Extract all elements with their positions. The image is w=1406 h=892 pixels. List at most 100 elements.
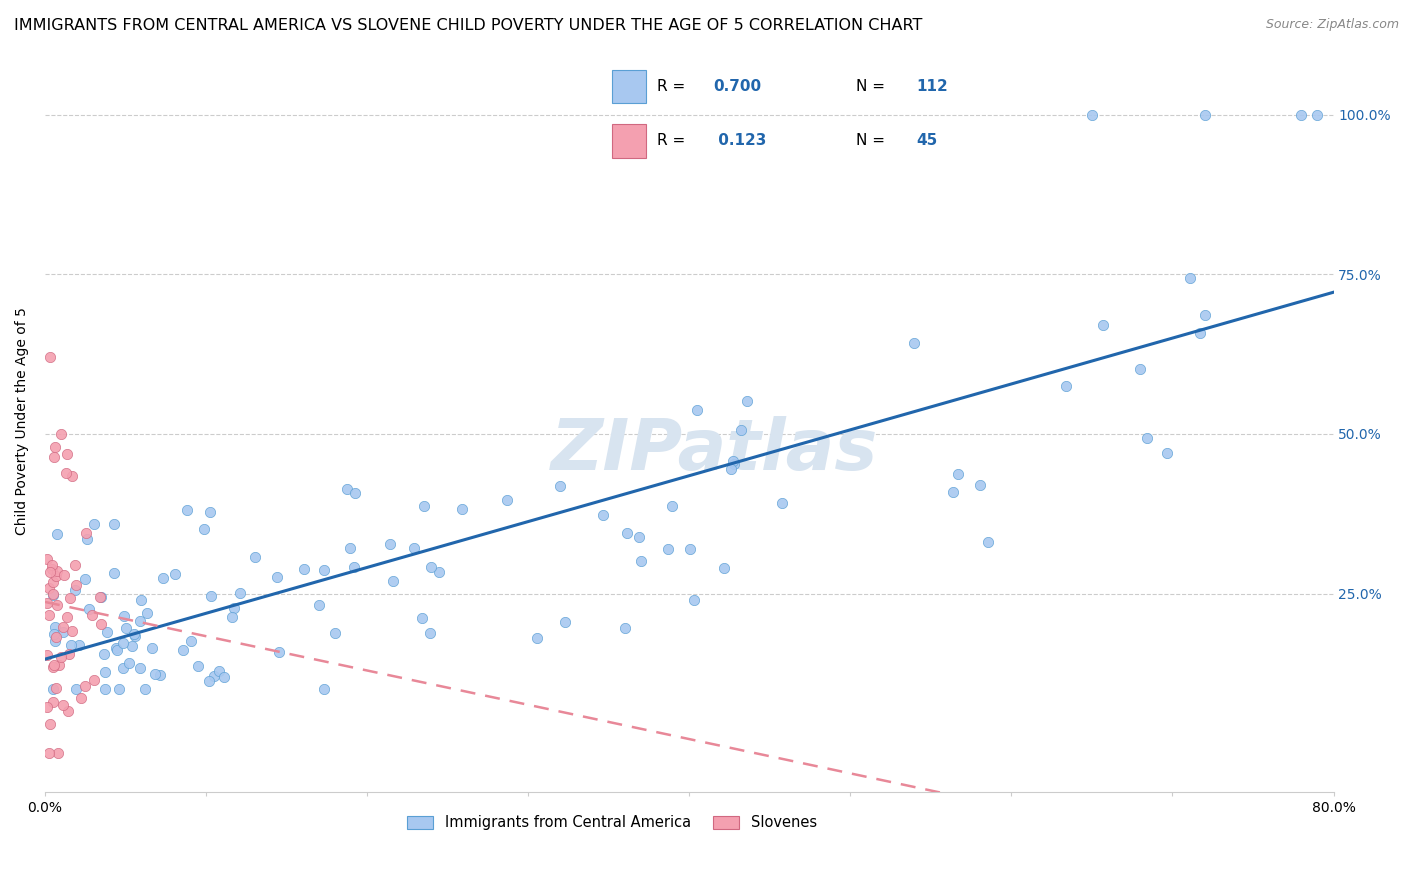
Point [1306,107,1329,121]
Point [42,575,65,590]
Point [94,682,117,697]
Point [1156,445,1178,459]
Point [129,593,152,607]
Point [730,423,752,437]
Point [323,626,346,640]
Point [42,660,65,674]
Point [45,681,67,696]
Point [63,582,86,597]
Point [41,562,63,576]
Y-axis label: Child Poverty Under the Age of 5: Child Poverty Under the Age of 5 [15,307,30,535]
Point [45,598,67,612]
Point [103,566,125,581]
Point [73,679,96,693]
Text: ZIPatlas: ZIPatlas [551,417,879,485]
Point [58,704,80,718]
Point [343,485,366,500]
Point [93,647,115,661]
Point [38,351,60,365]
Point [112,608,135,623]
Point [103,516,125,531]
Point [198,505,221,519]
Point [42,682,65,697]
Point [152,571,174,585]
Point [200,589,222,603]
Point [420,559,443,574]
Point [35,648,58,663]
Point [526,631,548,645]
Point [56,610,79,624]
Point [720,461,742,475]
Point [197,674,219,689]
Point [83,516,105,531]
Point [1188,326,1211,340]
Point [411,611,433,625]
Legend: Immigrants from Central America, Slovenes: Immigrants from Central America, Slovene… [401,810,823,836]
Point [550,479,572,493]
Point [49,426,72,441]
Point [76,532,98,546]
Point [314,563,336,577]
Point [1291,107,1313,121]
Point [90,590,112,604]
Point [412,499,434,513]
Point [38,607,60,622]
Point [52,620,75,634]
Point [105,643,128,657]
Point [38,746,60,760]
Point [202,669,225,683]
Point [60,469,83,483]
Point [314,682,336,697]
Point [942,485,965,500]
Point [682,593,704,607]
Point [67,638,90,652]
Point [83,673,105,687]
Point [212,670,235,684]
Point [1136,431,1159,445]
Point [1194,308,1216,322]
Point [343,560,366,574]
Point [77,602,100,616]
Point [946,467,969,482]
Point [381,574,404,588]
Point [141,641,163,656]
Point [143,667,166,681]
Point [554,615,576,629]
Point [129,614,152,628]
Point [427,565,450,579]
Point [903,336,925,351]
Point [630,554,652,568]
Point [122,627,145,641]
Point [44,620,66,634]
Point [229,586,252,600]
Point [65,682,87,697]
Point [35,596,58,610]
Point [38,581,60,595]
Point [104,640,127,655]
Point [65,578,87,592]
Point [115,622,138,636]
Point [686,403,709,417]
Point [41,587,63,601]
Point [627,530,650,544]
Point [222,601,245,615]
Point [713,560,735,574]
Point [35,699,58,714]
Point [977,535,1000,549]
Point [613,620,636,634]
Point [75,572,97,586]
Point [149,667,172,681]
Point [723,458,745,472]
Point [404,541,426,556]
Text: Source: ZipAtlas.com: Source: ZipAtlas.com [1265,18,1399,31]
Point [44,440,66,454]
Point [46,526,69,541]
Point [46,565,69,579]
Point [35,552,58,566]
Point [59,591,82,606]
Point [51,698,73,713]
Point [117,656,139,670]
Point [45,630,67,644]
Point [308,598,330,612]
Point [336,482,359,496]
